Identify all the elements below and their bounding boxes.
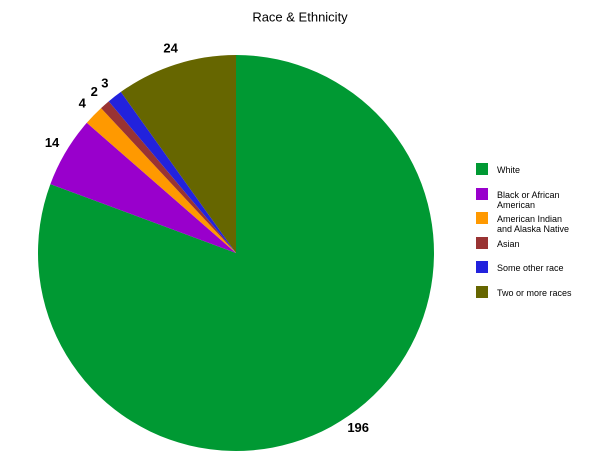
legend-label: White: [497, 165, 521, 175]
pie-slice: [86, 108, 236, 253]
legend-item: Black or African American: [476, 187, 586, 213]
legend-item: White: [476, 163, 586, 188]
legend-swatch: [476, 285, 488, 298]
data-label: 24: [163, 41, 178, 56]
data-label: 3: [101, 75, 108, 90]
legend-item: Asian: [476, 236, 586, 262]
legend-swatch: [476, 212, 488, 224]
legend-label: Some other race: [497, 263, 564, 273]
legend: White Black or African American American I…: [476, 163, 586, 310]
pie-slice: [101, 101, 237, 253]
legend-label: Black or African American: [497, 189, 560, 210]
data-label: 2: [91, 84, 98, 99]
pie-slice: [50, 122, 236, 254]
data-label: 14: [45, 135, 60, 150]
legend-label: Asian: [497, 238, 520, 249]
pie-slice: [37, 55, 434, 452]
legend-swatch: [476, 236, 488, 249]
legend-swatch: [476, 261, 488, 273]
chart-title: Race & Ethnicity: [252, 9, 348, 24]
legend-label: American Indian and Alaska Native: [497, 214, 570, 234]
pie-slice: [120, 55, 236, 253]
pie-slice: [108, 91, 236, 253]
legend-swatch: [476, 163, 488, 175]
data-label: 4: [79, 96, 87, 111]
legend-label: Two or more races: [497, 287, 572, 298]
legend-item: Two or more races: [476, 285, 586, 311]
legend-item: American Indian and Alaska Native: [476, 212, 586, 237]
legend-item: Some other race: [476, 261, 586, 286]
data-label: 196: [347, 420, 369, 435]
legend-swatch: [476, 187, 488, 200]
